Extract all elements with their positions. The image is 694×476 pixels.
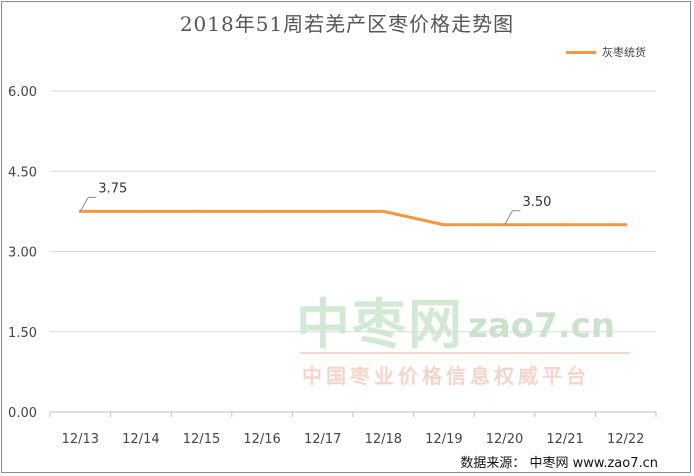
y-tick-label: 4.50 (8, 165, 37, 180)
y-tick-label: 1.50 (8, 326, 37, 341)
chart-legend: 灰枣统货 (566, 44, 646, 60)
legend-label: 灰枣统货 (602, 46, 646, 59)
x-tick-label: 12/19 (425, 432, 462, 447)
x-tick-label: 12/13 (62, 432, 99, 447)
data-label-leader (79, 196, 97, 212)
x-tick-label: 12/21 (546, 432, 583, 447)
data-point (260, 209, 264, 213)
x-tick-label: 12/17 (304, 432, 341, 447)
x-tick-label: 12/22 (607, 432, 644, 447)
data-label: 3.75 (98, 181, 127, 196)
chart-title: 2018年51周若羌产区枣价格走势图 (179, 12, 515, 36)
source-note: 数据来源： 中枣网 www.zao7.cn (460, 456, 658, 471)
watermark-slogan: 中国枣业价格信息权威平台 (302, 364, 590, 388)
data-point (381, 209, 385, 213)
data-point (624, 223, 628, 227)
y-tick-label: 6.00 (8, 85, 37, 100)
data-point (200, 209, 203, 213)
data-point (139, 209, 143, 213)
watermark-logo: 中枣网 (296, 293, 464, 356)
x-tick-label: 12/16 (243, 432, 280, 447)
x-tick-label: 12/14 (122, 432, 159, 447)
x-tick-label: 12/18 (365, 432, 402, 447)
data-point (321, 209, 325, 213)
data-label-leader (504, 210, 521, 225)
data-label: 3.50 (523, 195, 552, 210)
series-line (78, 209, 628, 227)
x-tick-label: 12/15 (183, 432, 220, 447)
data-point (442, 223, 446, 227)
watermark-divider (300, 352, 630, 354)
watermark-url: zao7.cn (468, 306, 616, 346)
data-point (563, 223, 567, 227)
x-tick-label: 12/20 (486, 432, 523, 447)
y-tick-label: 3.00 (8, 246, 37, 261)
legend-swatch (566, 50, 596, 54)
y-tick-label: 0.00 (8, 406, 37, 421)
